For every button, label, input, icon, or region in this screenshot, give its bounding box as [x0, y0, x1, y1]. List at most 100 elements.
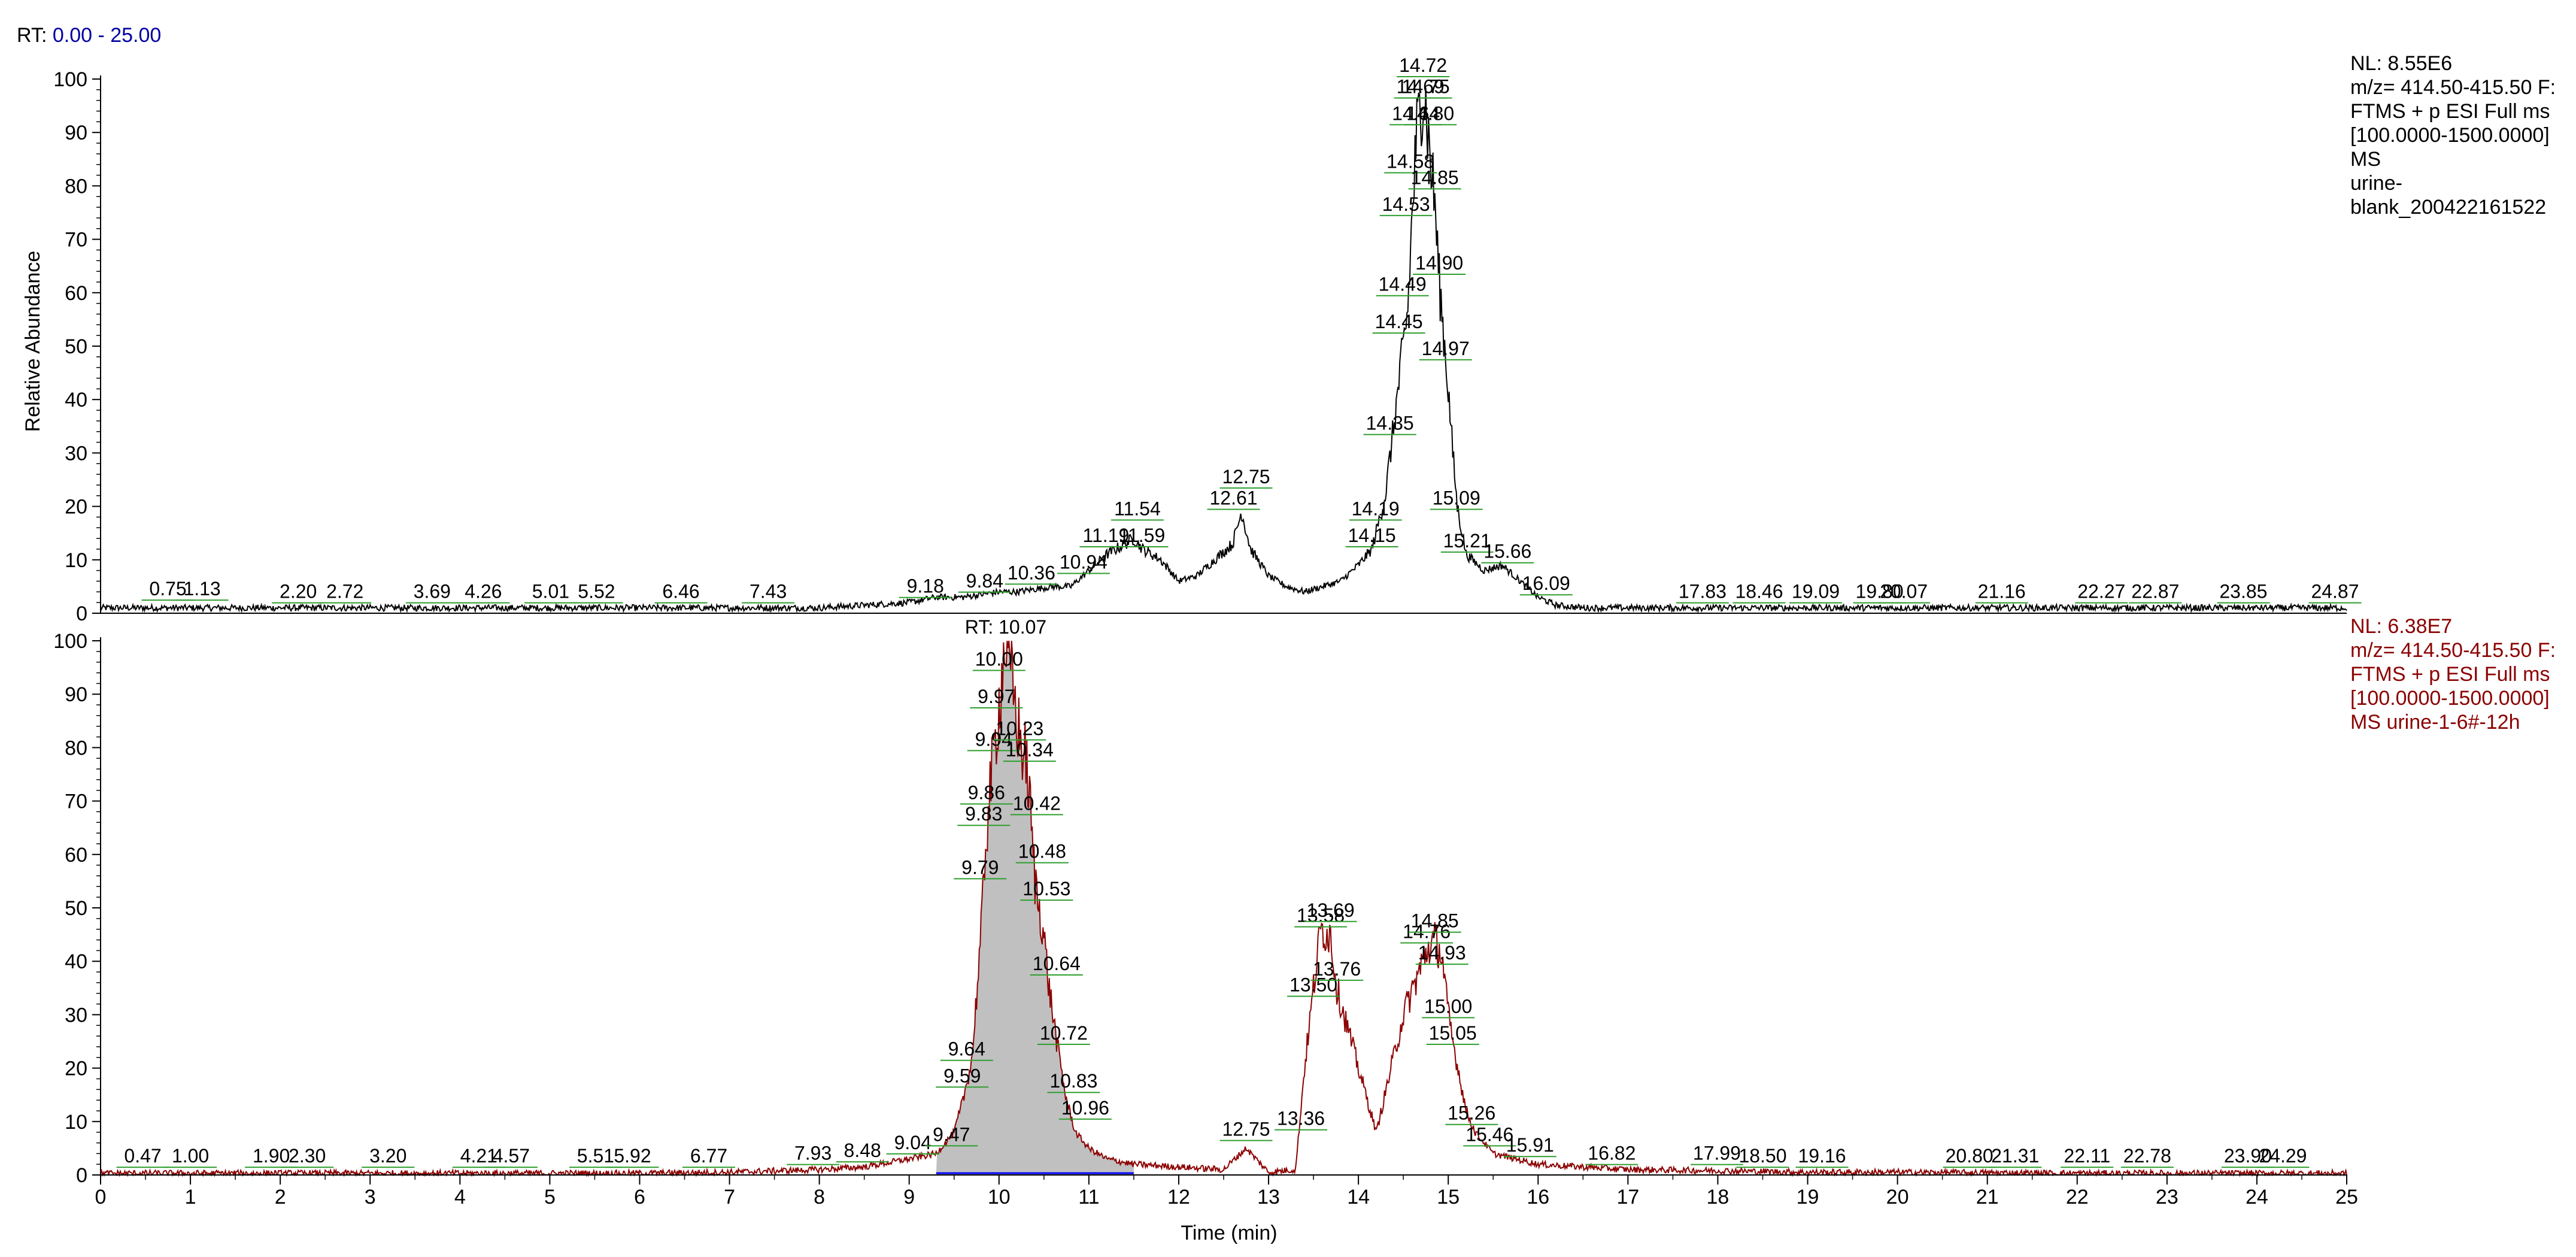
x-tick-label: 20 — [1886, 1186, 1909, 1208]
trace2-info-line: m/z= 414.50-415.50 F: — [2350, 639, 2556, 662]
peak-label: 4.26 — [465, 581, 502, 602]
peak-label: 14.97 — [1422, 338, 1470, 359]
y-tick-label: 20 — [65, 1058, 87, 1080]
x-tick-label: 2 — [275, 1186, 286, 1208]
peak-label: 14.49 — [1379, 274, 1427, 295]
peak-label: 10.83 — [1049, 1070, 1097, 1092]
peak-label: 10.53 — [1022, 878, 1070, 899]
peak-label: 6.46 — [662, 581, 699, 602]
peak-label: 9.83 — [965, 803, 1002, 825]
x-tick-label: 23 — [2156, 1186, 2178, 1208]
trace1-info: NL: 8.55E6 m/z= 414.50-415.50 F: FTMS + … — [2350, 52, 2556, 219]
x-tick-label: 18 — [1707, 1186, 1730, 1208]
y-tick-label: 40 — [65, 389, 87, 411]
peak-label: 19.16 — [1798, 1145, 1846, 1167]
y-tick-label: 90 — [65, 683, 87, 706]
peak-label: 15.91 — [1506, 1134, 1554, 1156]
peak-label: 15.00 — [1424, 995, 1472, 1017]
peak-label: 1.90 — [253, 1145, 290, 1167]
y-tick-label: 80 — [65, 175, 87, 198]
peak-label: 22.78 — [2123, 1145, 2171, 1167]
peak-label: 21.31 — [1991, 1145, 2039, 1167]
peak-label: 10.96 — [1061, 1097, 1109, 1119]
peak-label: 15.05 — [1429, 1022, 1477, 1044]
peak-label: 4.21 — [460, 1145, 497, 1167]
peak-label: 9.59 — [943, 1065, 981, 1086]
x-axis-label: Time (min) — [1181, 1222, 1277, 1244]
y-tick-label: 10 — [65, 1111, 87, 1134]
peak-label: 9.64 — [948, 1038, 985, 1060]
peak-label: 14.58 — [1386, 151, 1434, 172]
peak-label: 10.72 — [1040, 1022, 1088, 1044]
peak-label: 5.51 — [577, 1145, 614, 1167]
peak-label: 14.69 — [1397, 76, 1445, 98]
peak-label: 13.76 — [1313, 958, 1361, 980]
peak-label: 12.61 — [1209, 487, 1257, 509]
x-tick-label: 1 — [185, 1186, 196, 1208]
trace2-panel: 0 10 20 30 40 50 60 70 80 90 100 0.47 1.00 1.902.30 3.… — [53, 630, 2347, 1187]
y-tick-label: 100 — [53, 630, 87, 653]
peak-label: 11.54 — [1114, 498, 1161, 519]
peak-label: 10.36 — [1008, 562, 1055, 583]
peak-label: 16.09 — [1522, 573, 1570, 594]
peak-label: 12.75 — [1222, 1118, 1270, 1140]
peak-label: 17.83 — [1679, 581, 1727, 602]
peak-label: 5.92 — [614, 1145, 651, 1167]
trace2-info-line: FTMS + p ESI Full ms — [2350, 663, 2550, 686]
trace1-info-line: FTMS + p ESI Full ms — [2350, 100, 2550, 123]
y-tick-label: 10 — [65, 549, 87, 572]
peak-label: 24.29 — [2259, 1145, 2307, 1167]
peak-label: 15.26 — [1448, 1102, 1495, 1124]
x-tick-label: 8 — [814, 1186, 825, 1208]
peak-label: 19.80 — [1856, 581, 1904, 602]
peak-label: 14.45 — [1375, 311, 1423, 332]
peak-label: 0.75 — [149, 578, 186, 599]
y-tick-label: 60 — [65, 844, 87, 867]
peak-label: 10.34 — [1006, 739, 1054, 761]
peak-label: 7.93 — [794, 1143, 832, 1164]
peak-label: 10.48 — [1018, 841, 1066, 862]
peak-label: 14.80 — [1406, 102, 1454, 124]
peak-label: 3.69 — [414, 581, 451, 602]
trace1-info-line: urine- — [2350, 172, 2402, 195]
peak-label: 9.79 — [961, 856, 999, 878]
peak-label: 11.19 — [1083, 525, 1130, 546]
peak-label: 14.93 — [1418, 942, 1466, 964]
peak-label: 9.86 — [968, 782, 1005, 804]
x-tick-label: 5 — [544, 1186, 556, 1208]
peak-label: 15.09 — [1433, 487, 1480, 509]
y-tick-label: 0 — [76, 1164, 87, 1187]
peak-label: 14.53 — [1382, 193, 1430, 215]
y-tick-label: 70 — [65, 229, 87, 252]
trace2-nl: NL: 6.38E7 — [2350, 615, 2453, 638]
peak-label: 10.94 — [1060, 552, 1108, 573]
peak-label: 13.50 — [1289, 974, 1337, 996]
peak-label: 10.42 — [1013, 792, 1061, 814]
peak-label: 4.57 — [493, 1145, 530, 1167]
peak-label: 9.47 — [933, 1123, 970, 1145]
x-tick-label: 11 — [1078, 1186, 1099, 1208]
y-tick-label: 30 — [65, 442, 87, 465]
trace1-info-line: blank_200422161522 — [2350, 196, 2547, 219]
peak-label: 8.48 — [844, 1140, 881, 1161]
peak-label: 14.85 — [1411, 910, 1459, 932]
peak-label: 22.11 — [2064, 1145, 2110, 1167]
peak-label: 10.23 — [996, 717, 1043, 739]
peak-label: 9.18 — [907, 576, 944, 597]
rt-range: RT: 0.00 - 25.00 — [17, 24, 161, 47]
peak-label: 21.16 — [1978, 581, 2026, 602]
integrated-peak-area — [936, 641, 1134, 1175]
peak-label: 14.19 — [1352, 498, 1400, 519]
peak-label: 23.85 — [2219, 581, 2267, 602]
peak-label: 9.84 — [966, 570, 1003, 592]
x-tick-label: 15 — [1437, 1186, 1460, 1208]
y-tick-label: 100 — [53, 68, 87, 91]
y-tick-label: 20 — [65, 496, 87, 519]
peak-label: 14.85 — [1411, 166, 1459, 188]
x-tick-label: 14 — [1347, 1186, 1370, 1208]
peak-label: 11.59 — [1119, 525, 1166, 546]
peak-label: 14.35 — [1366, 413, 1414, 434]
peak-label: 14.90 — [1415, 252, 1463, 274]
peak-label: 22.27 — [2077, 581, 2125, 602]
